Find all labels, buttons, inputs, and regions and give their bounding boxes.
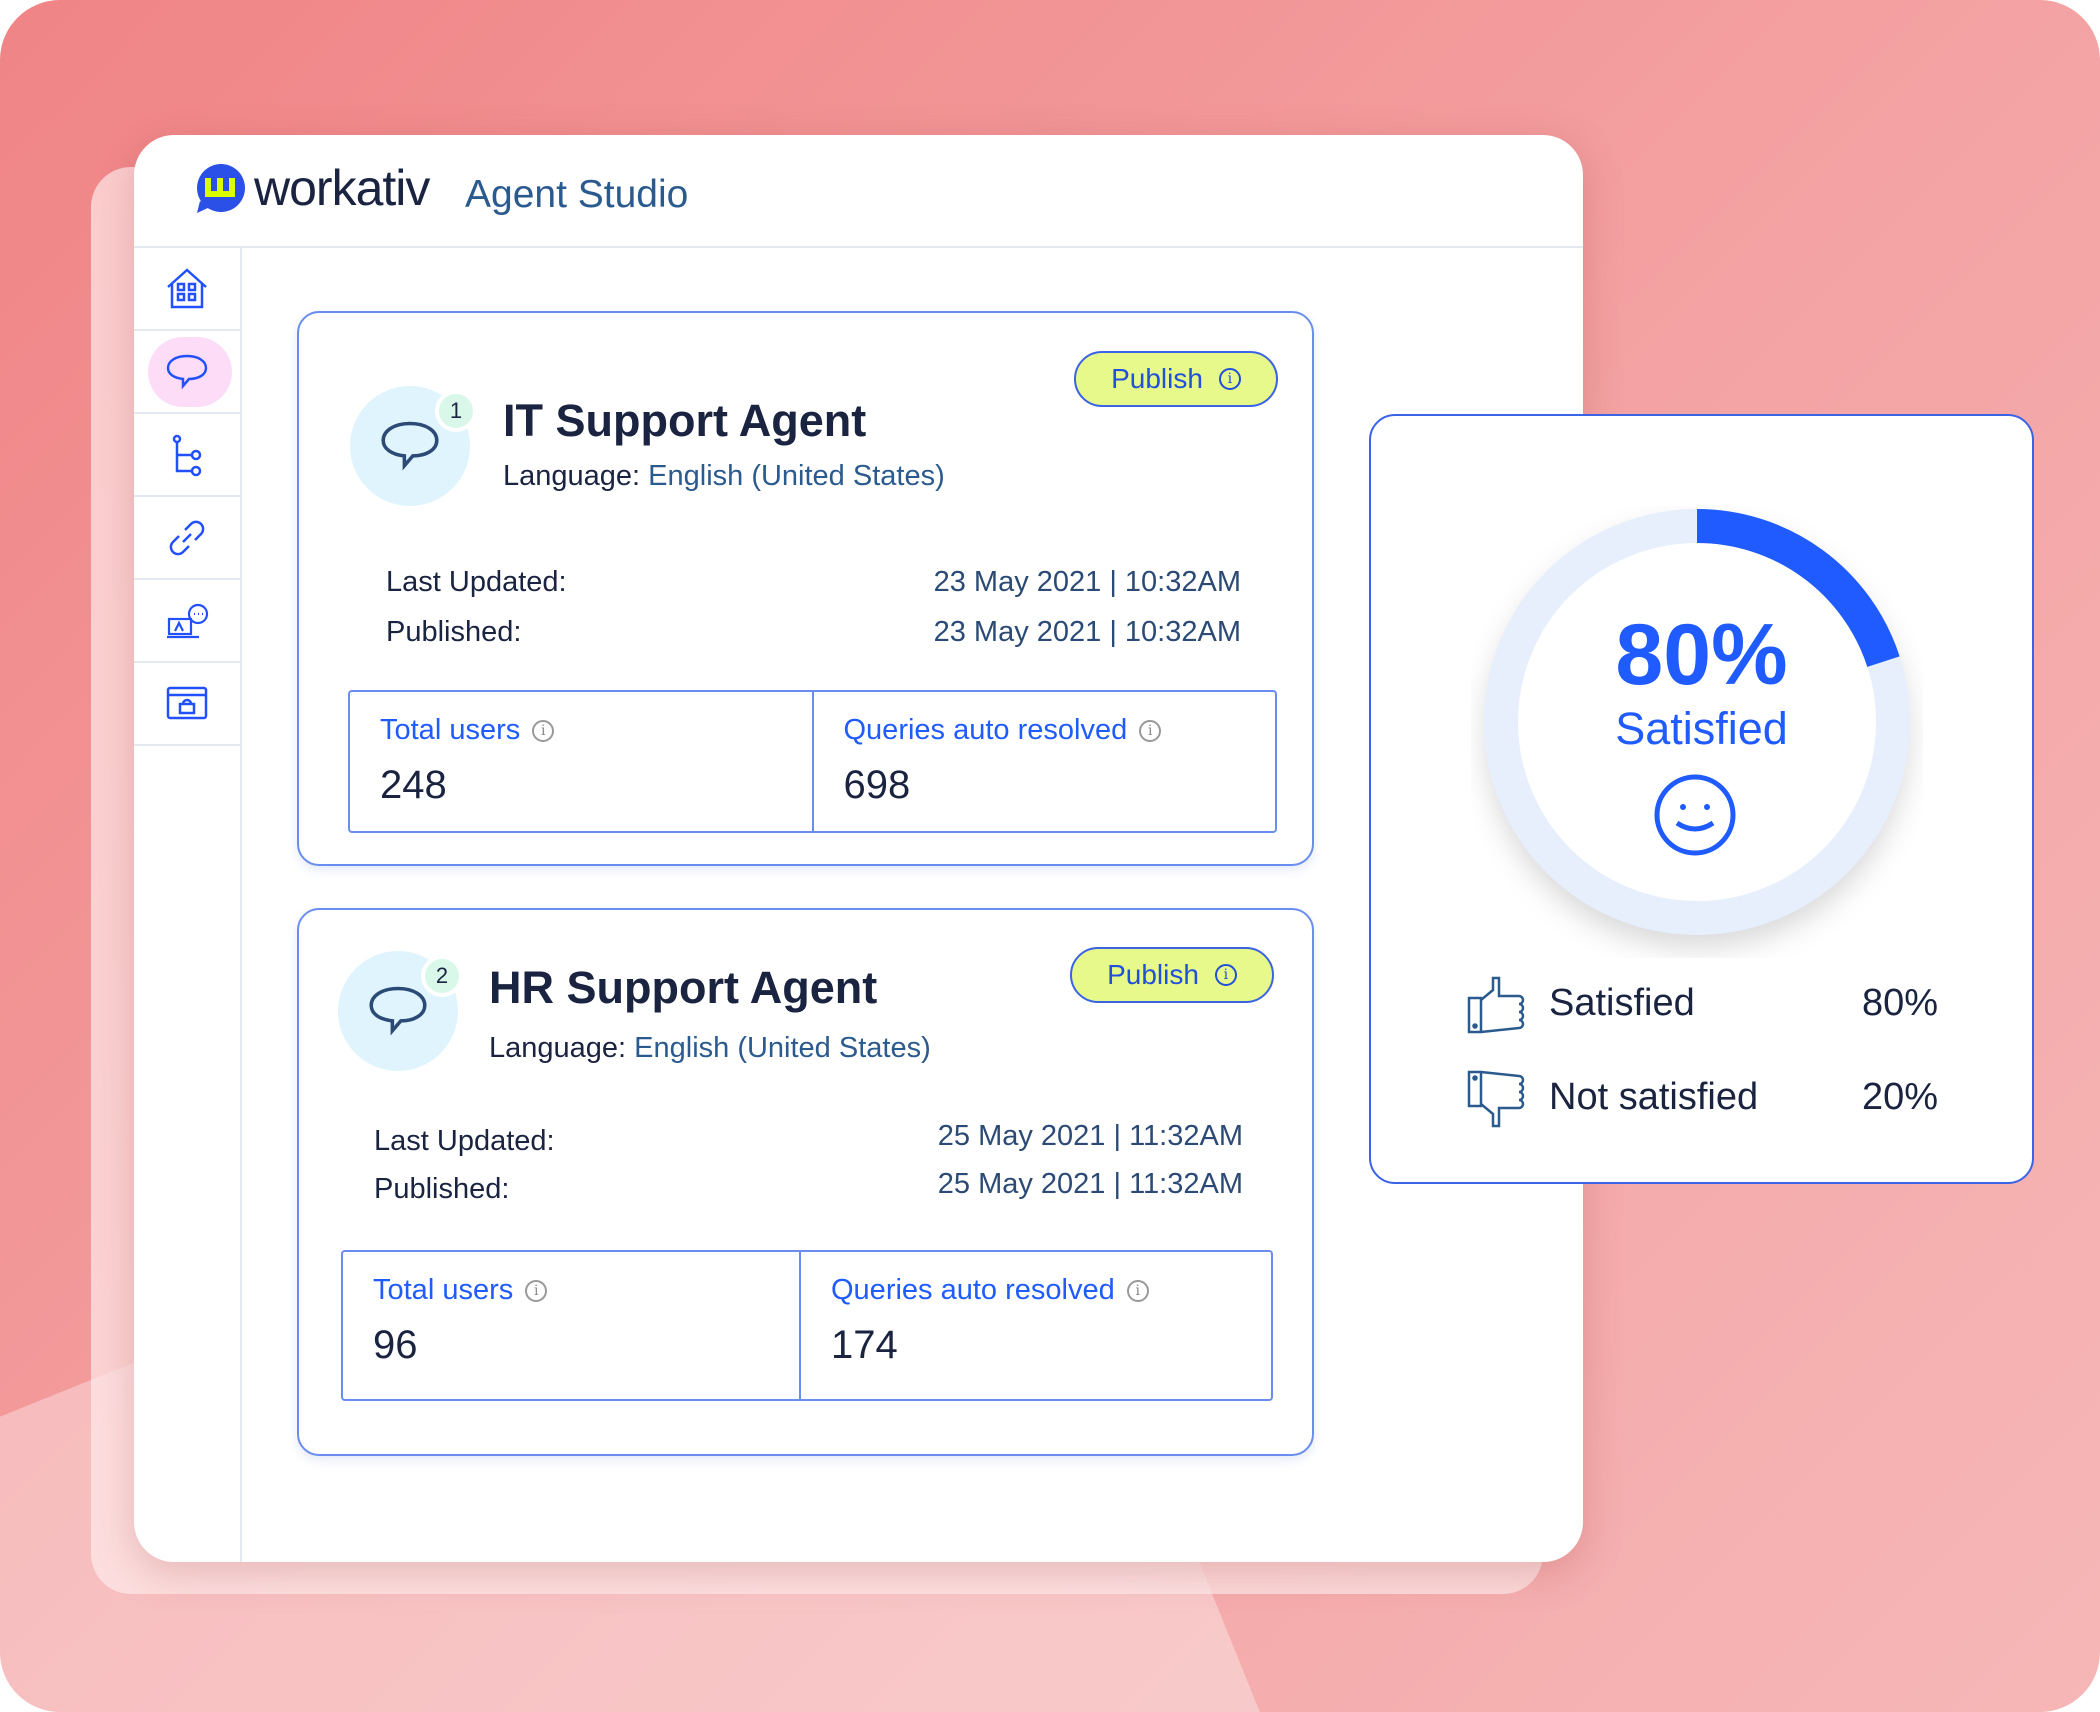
satisfaction-card: 80% Satisfied Satisfied 80% Not satisfie…	[1369, 414, 2034, 1184]
language-label: Language:	[489, 1032, 627, 1064]
stat-total-users: Total users i 248	[350, 692, 812, 831]
thumbs-down-icon	[1467, 1070, 1525, 1128]
chat-bubble-icon	[381, 421, 439, 471]
brand-name: workativ	[254, 160, 430, 216]
marketplace-icon	[166, 686, 208, 719]
link-icon	[169, 520, 205, 555]
last-updated-value: 23 May 2021 | 10:32AM	[933, 566, 1241, 598]
info-icon[interactable]: i	[1214, 964, 1237, 986]
agent-card-it-support[interactable]: 1 IT Support Agent Language: English (Un…	[297, 311, 1314, 866]
home-icon	[167, 267, 207, 308]
language-value: English (United States)	[648, 460, 945, 492]
workativ-logo-icon	[197, 164, 245, 213]
live-agent-icon	[167, 603, 209, 638]
satisfaction-percent: 80%	[1615, 607, 1788, 703]
sidebar-item-live-agent[interactable]	[134, 580, 240, 663]
sidebar-item-marketplace[interactable]	[134, 663, 240, 746]
agent-index-badge: 2	[421, 955, 463, 997]
chat-bubble-icon	[369, 986, 427, 1036]
sidebar-item-home[interactable]	[134, 248, 240, 331]
agent-stats: Total users i 96 Queries auto resolved i 1…	[341, 1250, 1273, 1401]
header: workativ Agent Studio	[134, 135, 1583, 248]
published-value: 25 May 2021 | 11:32AM	[937, 1168, 1243, 1200]
agent-language: Language: English (United States)	[503, 460, 945, 493]
info-icon[interactable]: i	[1139, 719, 1162, 742]
total-users-label: Total users	[373, 1274, 514, 1306]
queries-label: Queries auto resolved	[843, 714, 1128, 746]
info-icon[interactable]: i	[532, 719, 555, 742]
smiley-icon	[1654, 774, 1736, 856]
info-icon[interactable]: i	[525, 1279, 548, 1302]
info-icon[interactable]: i	[1126, 1279, 1149, 1302]
published-label: Published:	[374, 1173, 510, 1205]
publish-button[interactable]: Publish i	[1070, 947, 1274, 1003]
last-updated-label: Last Updated:	[374, 1125, 555, 1157]
chat-bubble-icon	[166, 354, 208, 389]
agent-name: HR Support Agent	[489, 962, 878, 1013]
sidebar	[134, 248, 242, 1562]
total-users-value: 96	[373, 1323, 418, 1367]
legend-row-not-satisfied: Not satisfied 20%	[1371, 1070, 2032, 1136]
stat-queries-auto-resolved: Queries auto resolved i 698	[811, 692, 1276, 831]
legend-value: 80%	[1861, 982, 1938, 1024]
info-icon[interactable]: i	[1218, 368, 1241, 390]
satisfaction-label: Satisfied	[1615, 703, 1788, 754]
product-name: Agent Studio	[465, 173, 689, 216]
publish-label: Publish	[1107, 959, 1199, 990]
gauge-arc	[1484, 509, 1910, 935]
gauge-disc	[1485, 510, 1909, 934]
active-indicator	[148, 337, 232, 407]
satisfaction-gauge	[1484, 509, 1910, 935]
publish-label: Publish	[1111, 363, 1203, 394]
thumbs-up-icon	[1467, 976, 1525, 1034]
published-label: Published:	[386, 616, 522, 648]
queries-value: 174	[831, 1323, 898, 1367]
sidebar-item-agents[interactable]	[134, 331, 240, 414]
last-updated-value: 25 May 2021 | 11:32AM	[937, 1120, 1243, 1152]
stat-queries-auto-resolved: Queries auto resolved i 174	[799, 1252, 1271, 1399]
publish-button[interactable]: Publish i	[1074, 351, 1278, 407]
flow-tree-icon	[172, 434, 202, 476]
legend-row-satisfied: Satisfied 80%	[1371, 976, 2032, 1036]
total-users-label: Total users	[380, 714, 521, 746]
legend-value: 20%	[1861, 1076, 1938, 1118]
published-value: 23 May 2021 | 10:32AM	[933, 616, 1241, 648]
queries-value: 698	[843, 763, 911, 807]
language-label: Language:	[503, 460, 641, 492]
last-updated-label: Last Updated:	[386, 566, 567, 598]
sidebar-item-integrations[interactable]	[134, 497, 240, 580]
legend-label: Satisfied	[1549, 982, 1695, 1024]
agent-index-badge: 1	[435, 390, 477, 432]
queries-label: Queries auto resolved	[831, 1274, 1115, 1306]
agent-stats: Total users i 248 Queries auto resolved i …	[348, 690, 1277, 833]
legend-label: Not satisfied	[1549, 1076, 1759, 1118]
agent-language: Language: English (United States)	[489, 1032, 931, 1065]
stat-total-users: Total users i 96	[343, 1252, 799, 1399]
agent-card-hr-support[interactable]: 2 HR Support Agent Language: English (Un…	[297, 908, 1314, 1456]
language-value: English (United States)	[634, 1032, 931, 1064]
agent-name: IT Support Agent	[503, 395, 867, 446]
total-users-value: 248	[380, 763, 447, 807]
sidebar-item-flows[interactable]	[134, 414, 240, 497]
